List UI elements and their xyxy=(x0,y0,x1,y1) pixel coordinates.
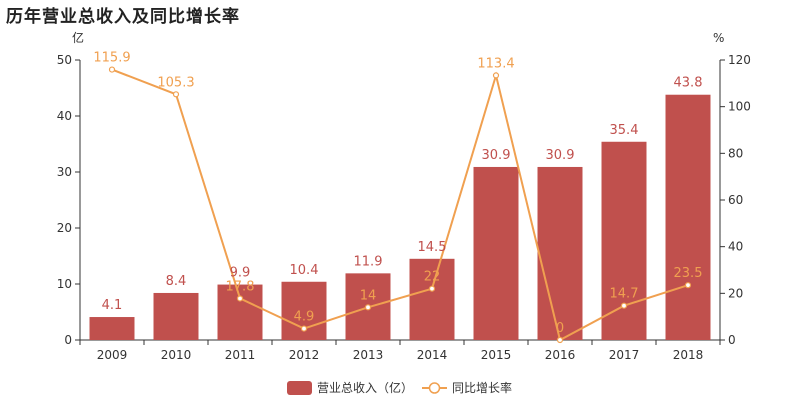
x-tick-label: 2009 xyxy=(97,348,128,362)
bar xyxy=(537,166,583,340)
bar-value-label: 4.1 xyxy=(102,298,123,313)
legend-bar-label: 营业总收入（亿） xyxy=(317,380,413,395)
bar-value-label: 35.4 xyxy=(610,123,639,138)
line-value-label: 115.9 xyxy=(93,51,130,66)
bar xyxy=(217,284,263,340)
right-tick-label: 120 xyxy=(728,53,751,67)
right-tick-label: 100 xyxy=(728,100,751,114)
x-tick-label: 2017 xyxy=(609,348,640,362)
left-unit-label: 亿 xyxy=(72,30,84,45)
line-point xyxy=(620,302,628,309)
bar xyxy=(409,258,455,340)
bar-series xyxy=(89,94,711,340)
line-value-label: 23.5 xyxy=(674,266,703,281)
bar-value-label: 10.4 xyxy=(290,263,319,278)
line-point xyxy=(300,325,308,332)
line-value-label: 22 xyxy=(424,270,441,285)
right-tick-label: 0 xyxy=(728,333,736,347)
left-tick-label: 30 xyxy=(57,165,72,179)
x-tick-label: 2010 xyxy=(161,348,192,362)
line-point xyxy=(492,72,500,79)
bar-value-label: 30.9 xyxy=(546,148,575,163)
chart-title: 历年营业总收入及同比增长率 xyxy=(6,7,240,27)
x-tick-label: 2015 xyxy=(481,348,512,362)
right-unit-label: % xyxy=(713,31,724,45)
bar-value-label: 14.5 xyxy=(418,240,447,255)
line-point xyxy=(172,91,180,98)
left-tick-label: 40 xyxy=(57,109,72,123)
legend-line-label: 同比增长率 xyxy=(452,380,512,395)
bar xyxy=(153,292,199,340)
line-value-label: 17.8 xyxy=(226,279,255,294)
left-tick-label: 10 xyxy=(57,277,72,291)
right-tick-label: 80 xyxy=(728,146,743,160)
right-tick-label: 40 xyxy=(728,240,743,254)
x-tick-label: 2016 xyxy=(545,348,576,362)
bar xyxy=(601,141,647,340)
line-value-label: 14 xyxy=(360,288,377,303)
growth-line xyxy=(111,68,689,342)
line-value-label: 0 xyxy=(556,321,564,336)
bar-value-label: 8.4 xyxy=(166,274,187,289)
line-point xyxy=(684,282,692,289)
line-point xyxy=(108,66,116,73)
x-tick-label: 2014 xyxy=(417,348,448,362)
line-value-label: 14.7 xyxy=(610,287,639,302)
line-series xyxy=(108,66,692,344)
left-tick-label: 50 xyxy=(57,53,72,67)
line-point xyxy=(236,295,244,302)
legend: 营业总收入（亿） 同比增长率 xyxy=(287,380,512,395)
x-tick-label: 2011 xyxy=(225,348,256,362)
legend-line-marker xyxy=(428,382,441,394)
x-tick-label: 2013 xyxy=(353,348,384,362)
bar-value-label: 43.8 xyxy=(674,76,703,91)
data-labels: 4.1 8.4 9.9 10.4 11.9 14.5 30.9 30.9 35.4 43.8 115… xyxy=(93,51,702,336)
line-point xyxy=(428,285,436,292)
left-tick-label: 20 xyxy=(57,221,72,235)
line-value-label: 113.4 xyxy=(477,56,514,71)
line-point xyxy=(556,336,564,344)
bar xyxy=(473,166,519,340)
bar xyxy=(665,94,711,340)
bar-value-label: 11.9 xyxy=(354,254,383,269)
x-tick-label: 2018 xyxy=(673,348,704,362)
right-tick-label: 60 xyxy=(728,193,743,207)
legend-bar-swatch xyxy=(287,381,312,395)
right-tick-label: 20 xyxy=(728,286,743,300)
x-tick-label: 2012 xyxy=(289,348,320,362)
line-point xyxy=(364,304,372,311)
bar-value-label: 30.9 xyxy=(482,148,511,163)
left-tick-label: 0 xyxy=(64,333,72,347)
bar xyxy=(89,317,135,340)
line-value-label: 4.9 xyxy=(294,310,315,325)
bar-value-label: 9.9 xyxy=(230,266,251,281)
line-value-label: 105.3 xyxy=(157,75,194,90)
